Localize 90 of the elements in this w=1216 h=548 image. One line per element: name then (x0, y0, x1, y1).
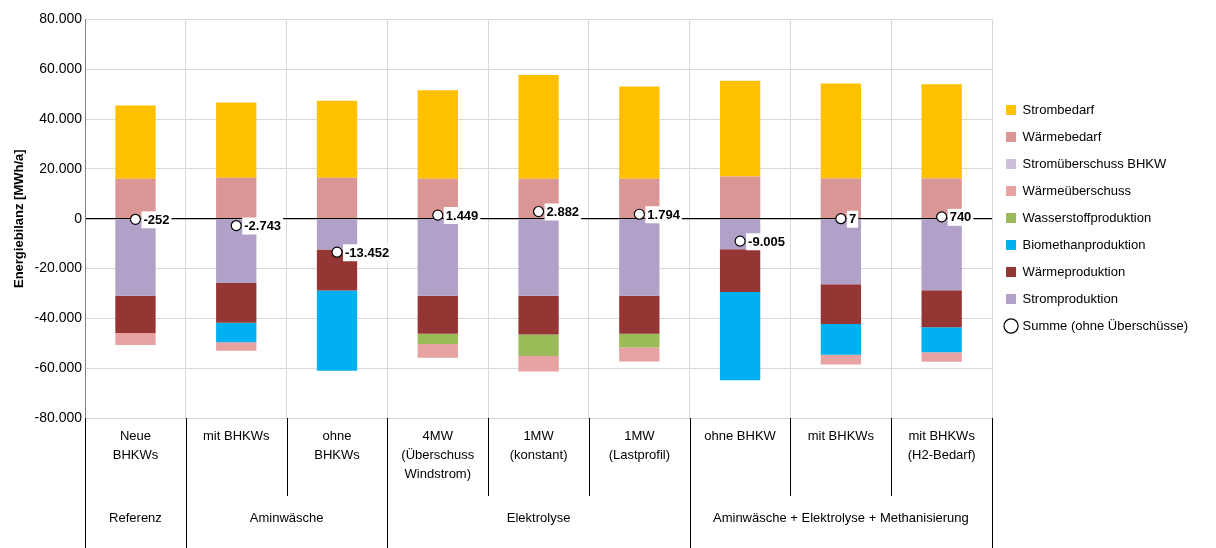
bar (719, 249, 761, 292)
legend-label: Stromüberschuss BHKW (1022, 155, 1168, 171)
bar (719, 176, 761, 219)
bar (921, 290, 962, 328)
bar (518, 219, 559, 296)
bar (316, 177, 358, 219)
data-label: -9.005 (748, 233, 785, 249)
point (331, 246, 343, 258)
x-tick-label: ohne BHKW (704, 428, 777, 444)
point (230, 219, 242, 232)
bar (619, 219, 660, 296)
bar (417, 90, 458, 179)
bar (316, 290, 358, 371)
y-tick-label: 40.000 (39, 109, 83, 126)
y-axis-title: Energiebilanz [MWh/a] (11, 149, 27, 289)
bar (820, 324, 862, 355)
bar (921, 327, 962, 353)
bar (619, 333, 660, 348)
data-label: 2.882 (546, 204, 580, 220)
point (734, 235, 746, 247)
y-tick-label: 80.000 (39, 10, 83, 27)
bar (216, 342, 257, 351)
bar (115, 105, 156, 179)
bar (115, 295, 156, 334)
bar (820, 284, 862, 325)
bar (619, 347, 660, 362)
data-label: -13.452 (345, 244, 390, 260)
legend-label: Biomethanproduktion (1022, 236, 1146, 252)
text: Elektrolyse (506, 510, 571, 526)
bar (820, 83, 862, 179)
bar (719, 80, 761, 177)
text: Referenz (109, 510, 162, 526)
text: Aminwäsche + Elektrolyse + Methanisierung (712, 510, 969, 526)
data-label: 1.794 (647, 206, 681, 222)
point (936, 211, 948, 223)
x-tick-label: mit BHKWs (H2-Bedarf) (907, 428, 976, 463)
bar (115, 333, 156, 346)
bar (518, 334, 559, 356)
bar (316, 100, 358, 178)
x-tick-label: 1MW (konstant) (509, 428, 568, 463)
bar (316, 219, 358, 250)
bar (921, 219, 962, 291)
text: Aminwäsche (249, 510, 324, 526)
y-tick-label: -20.000 (34, 259, 83, 276)
bar (921, 352, 962, 362)
bar (216, 102, 257, 178)
bar (820, 354, 862, 365)
x-tick-label: Neue BHKWs (112, 428, 159, 463)
bar (719, 291, 761, 381)
point (633, 208, 645, 220)
y-tick-label: 20.000 (39, 159, 83, 176)
legend-label: Strombedarf (1022, 101, 1095, 117)
point (532, 205, 545, 218)
x-tick-label: mit BHKWs (203, 428, 270, 444)
y-tick-label: -80.000 (34, 408, 83, 425)
data-label: 740 (949, 209, 972, 225)
bar (619, 86, 660, 179)
legend-label: Wärmeproduktion (1022, 263, 1126, 279)
bar (518, 74, 559, 179)
x-tick-label: 1MW (Lastprofil) (608, 428, 671, 463)
data-label: -252 (143, 211, 170, 227)
legend-label: Stromproduktion (1022, 290, 1118, 306)
point (432, 209, 444, 221)
y-tick-label: -40.000 (34, 309, 83, 326)
data-label: 7 (848, 211, 857, 227)
bar (417, 333, 458, 345)
y-tick-label: -60.000 (34, 359, 83, 376)
x-tick-label: ohne BHKWs (314, 428, 361, 463)
y-tick-label: 60.000 (39, 60, 83, 77)
legend-label: Wasserstoffproduktion (1022, 209, 1152, 225)
bar (216, 322, 257, 343)
data-label: 1.449 (445, 207, 479, 223)
data-label: -2.743 (244, 218, 282, 234)
bar (518, 295, 559, 335)
x-tick-label: 4MW (Überschuss Windstrom) (401, 428, 475, 482)
point (835, 213, 847, 225)
bar (216, 177, 257, 219)
legend-label: Summe (ohne Überschüsse) (1022, 317, 1189, 333)
x-tick-label: mit BHKWs (807, 428, 875, 444)
legend-label: Wärmeüberschuss (1022, 182, 1132, 198)
legend-label: Wärmebedarf (1022, 128, 1102, 144)
bar (216, 282, 257, 323)
bar (921, 84, 962, 179)
point (129, 213, 142, 225)
bar (417, 344, 458, 358)
bar (518, 355, 559, 372)
bar (417, 295, 458, 334)
y-tick-label: 0 (74, 209, 83, 226)
bar (417, 219, 458, 296)
bar (619, 295, 660, 334)
